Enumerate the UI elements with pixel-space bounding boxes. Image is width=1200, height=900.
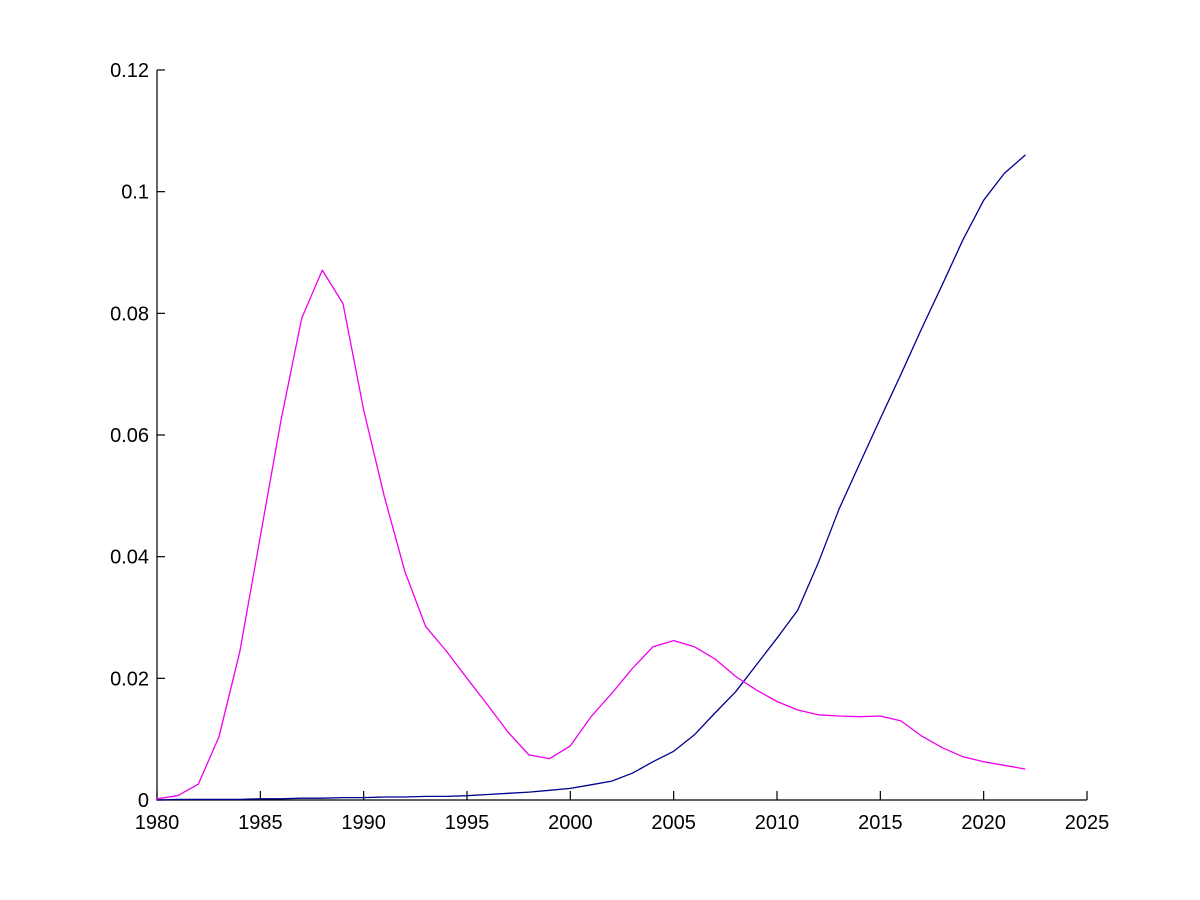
y-tick-label: 0.1 xyxy=(121,182,149,204)
axis-lines xyxy=(156,70,1087,801)
x-tick-label: 2010 xyxy=(755,812,800,834)
x-tick-label: 1995 xyxy=(445,812,490,834)
x-tick-label: 2015 xyxy=(858,812,903,834)
y-tick-label: 0.04 xyxy=(110,547,149,569)
x-tick-label: 1990 xyxy=(341,812,386,834)
y-tick-label: 0 xyxy=(138,790,149,812)
x-tick-label: 2005 xyxy=(651,812,696,834)
x-tick-label: 1985 xyxy=(238,812,283,834)
y-tick-label: 0.12 xyxy=(110,60,149,82)
y-tick-label: 0.06 xyxy=(110,425,149,447)
y-tick-label: 0.02 xyxy=(110,668,149,690)
x-tick-label: 1980 xyxy=(135,812,180,834)
x-tick-label: 2025 xyxy=(1065,812,1110,834)
blue-series-line xyxy=(156,154,1026,801)
y-tick-label: 0.08 xyxy=(110,303,149,325)
x-tick-label: 2020 xyxy=(961,812,1006,834)
x-tick-label: 2000 xyxy=(548,812,593,834)
magenta-series-line xyxy=(156,269,1026,800)
